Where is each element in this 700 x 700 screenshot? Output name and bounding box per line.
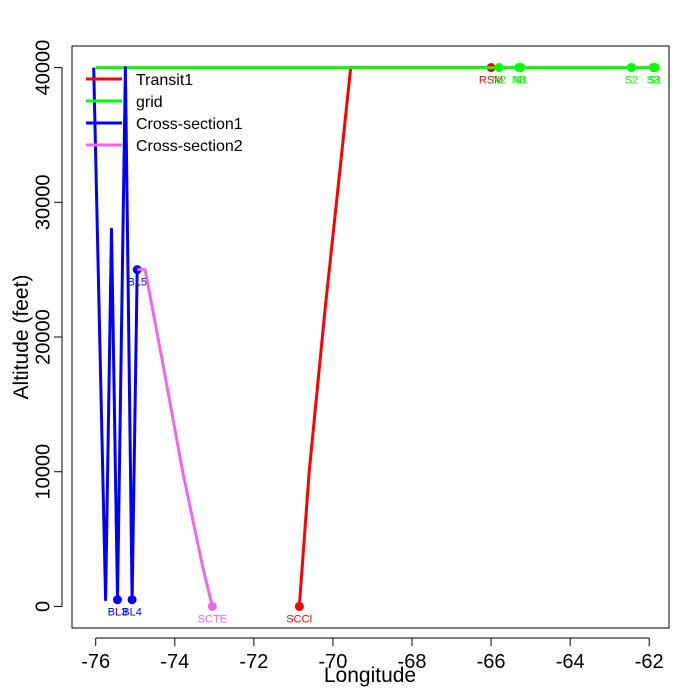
legend-entry: grid <box>86 94 163 111</box>
point-label: S3 <box>646 75 659 87</box>
series-cross-section2: SCTE <box>137 268 227 625</box>
x-tick-label: -68 <box>398 651 427 673</box>
point-label: RSM <box>479 75 503 87</box>
x-tick-label: -76 <box>81 651 110 673</box>
point-label: BL3 <box>108 607 128 619</box>
x-axis-title: Longitude <box>324 664 416 687</box>
data-point <box>626 63 636 73</box>
y-tick-label: 0 <box>32 601 54 612</box>
x-tick-label: -66 <box>477 651 506 673</box>
point-label: N3 <box>512 75 526 87</box>
point-label: BL4 <box>122 607 142 619</box>
series-line <box>92 66 139 602</box>
point-label: SCTE <box>198 613 227 625</box>
x-tick-label: -70 <box>318 651 347 673</box>
point-label: N2 <box>492 75 506 87</box>
y-tick-label: 20000 <box>32 309 54 365</box>
y-tick-label: 30000 <box>32 174 54 230</box>
point-label: S1 <box>648 75 661 87</box>
x-axis: -76 -74 -72 -70 -68 -66 -64 -62 <box>81 637 664 673</box>
series-line <box>137 268 214 607</box>
point-label: S2 <box>625 75 638 87</box>
data-point <box>516 63 526 73</box>
data-point <box>494 63 504 73</box>
y-axis: 0 10000 20000 30000 40000 <box>32 40 63 612</box>
legend-entry: Cross-section2 <box>86 138 243 155</box>
data-point <box>112 595 122 605</box>
data-point <box>207 601 217 611</box>
y-tick-label: 10000 <box>32 444 54 500</box>
series-line <box>297 66 492 607</box>
legend-entry: Transit1 <box>86 72 193 89</box>
x-tick-label: -62 <box>635 651 664 673</box>
legend: Transit1 grid Cross-section1 Cross-section2 <box>86 72 243 155</box>
x-tick-label: -64 <box>556 651 585 673</box>
data-point <box>294 601 304 611</box>
y-tick-label: 40000 <box>32 40 54 96</box>
x-tick-label: -72 <box>239 651 268 673</box>
data-point <box>650 63 660 73</box>
x-tick-label: -74 <box>160 651 189 673</box>
legend-label: Cross-section2 <box>136 138 243 155</box>
plot-frame <box>71 45 670 629</box>
point-label: N1 <box>514 75 528 87</box>
point-label: BL5 <box>127 277 147 289</box>
legend-entry: Cross-section1 <box>86 116 243 133</box>
legend-label: Cross-section1 <box>136 116 243 133</box>
legend-label: grid <box>136 94 163 111</box>
data-point <box>127 595 137 605</box>
point-label: SCCI <box>286 613 312 625</box>
legend-label: Transit1 <box>136 72 193 89</box>
series-transit1: SCCI RSM <box>286 63 503 625</box>
y-axis-title: Altitude (feet) <box>10 275 33 400</box>
